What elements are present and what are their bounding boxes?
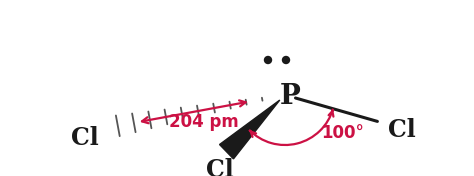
Text: 204 pm: 204 pm (169, 113, 238, 131)
Circle shape (264, 56, 272, 64)
Text: P: P (280, 83, 301, 111)
Text: Cl: Cl (388, 118, 416, 142)
Circle shape (283, 56, 290, 64)
Text: Cl: Cl (206, 158, 234, 176)
Polygon shape (219, 100, 280, 159)
Text: Cl: Cl (71, 126, 99, 150)
Text: 100°: 100° (321, 124, 365, 142)
